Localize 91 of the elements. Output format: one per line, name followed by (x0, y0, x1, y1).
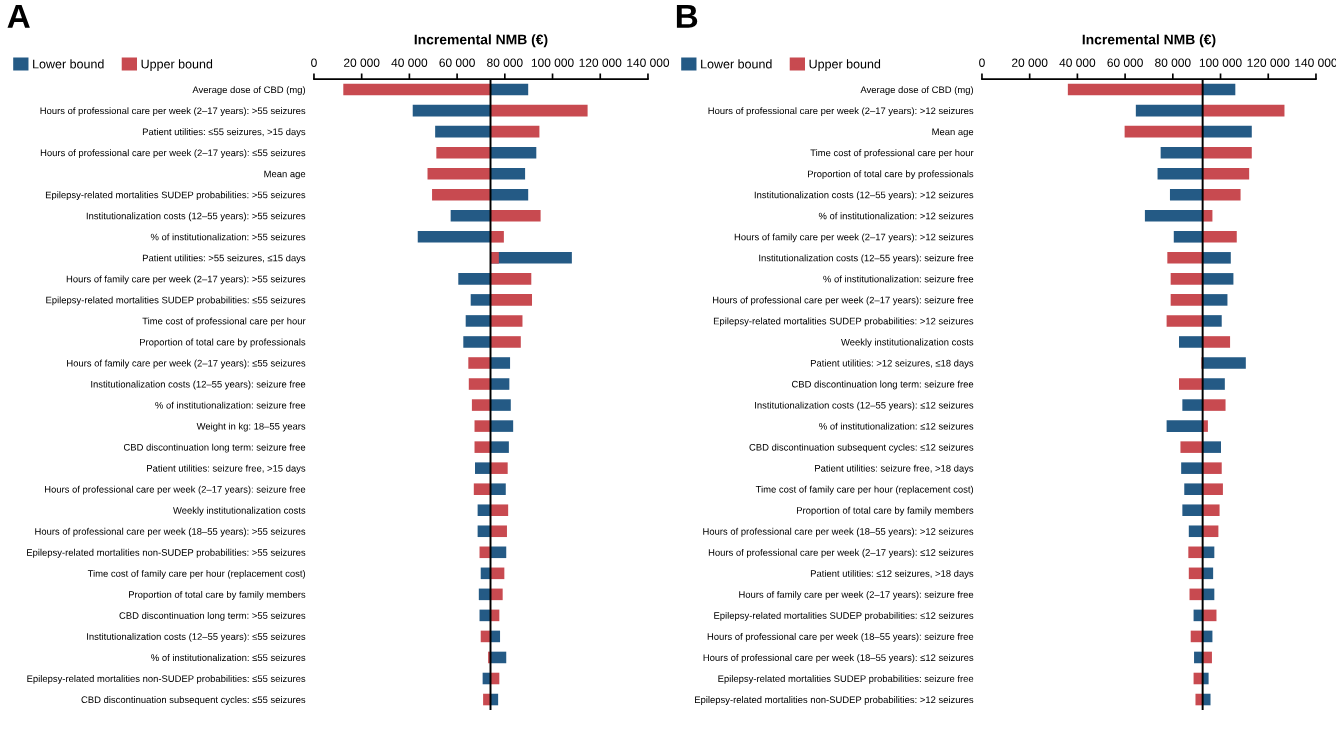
bar (458, 273, 491, 285)
bar (343, 83, 491, 96)
bar (1170, 294, 1203, 306)
bar (1144, 209, 1203, 222)
bar (1202, 462, 1222, 474)
bar (490, 588, 503, 601)
bar (490, 441, 509, 453)
bar (1202, 231, 1237, 243)
bar (1166, 420, 1203, 432)
bar (1202, 483, 1223, 495)
bar (1202, 104, 1285, 117)
bar (1135, 104, 1203, 117)
bar (432, 188, 491, 201)
bar (436, 146, 491, 159)
bar (465, 315, 491, 327)
bar (1170, 273, 1203, 285)
bar (477, 525, 491, 538)
bar (1202, 315, 1222, 327)
bar (463, 336, 491, 348)
bar (477, 504, 491, 517)
bar (1182, 399, 1203, 411)
bar (1188, 546, 1203, 559)
bar (470, 294, 491, 306)
bar (490, 167, 526, 180)
bar (475, 462, 491, 474)
bar (1202, 146, 1252, 159)
bar (1202, 357, 1246, 369)
bar (417, 231, 491, 243)
bar (1202, 83, 1236, 96)
bar (412, 104, 491, 117)
bar (1202, 273, 1234, 285)
bar (1202, 378, 1225, 390)
bar (1160, 146, 1203, 159)
bar (1202, 399, 1226, 411)
bar (490, 294, 533, 306)
bar (1067, 83, 1203, 96)
bar (1157, 167, 1203, 180)
bar (478, 588, 491, 601)
bar (1202, 125, 1252, 138)
bar (471, 399, 491, 411)
bar (490, 315, 523, 327)
bar (490, 125, 540, 138)
bar (490, 209, 541, 222)
bar (473, 483, 491, 495)
bar (1202, 167, 1250, 180)
bar (427, 167, 491, 180)
bar (1179, 378, 1203, 390)
bar (490, 546, 507, 559)
bar (1167, 252, 1203, 264)
bar (490, 399, 511, 411)
bar (1182, 504, 1203, 517)
bar (490, 231, 504, 243)
bar (1202, 336, 1231, 348)
bar (1173, 231, 1203, 243)
bar (490, 104, 588, 117)
bar (490, 83, 529, 96)
bar (490, 420, 514, 432)
bar (490, 651, 507, 664)
bar (490, 336, 521, 348)
bar (1202, 441, 1222, 453)
bar (1166, 315, 1203, 327)
bar (490, 273, 532, 285)
bar (1179, 336, 1203, 348)
bar (474, 441, 491, 453)
text: A (7, 4, 30, 28)
bar (1202, 294, 1228, 306)
bar (490, 630, 501, 643)
bar (1188, 525, 1203, 538)
bar (490, 462, 508, 474)
bar (1202, 525, 1219, 538)
bar (1180, 441, 1203, 453)
bar (490, 146, 537, 159)
bar (1181, 462, 1203, 474)
bar (1202, 252, 1231, 264)
bar (468, 357, 491, 369)
bar (490, 483, 506, 495)
bar (468, 378, 491, 390)
bar (450, 209, 491, 222)
bar (435, 125, 491, 138)
bar (1202, 504, 1220, 517)
bar (490, 188, 529, 201)
bar (474, 420, 491, 432)
bar (1124, 125, 1203, 138)
bar (490, 525, 507, 538)
bar (490, 378, 510, 390)
bar (1202, 188, 1241, 201)
bar (1169, 188, 1203, 201)
bar (490, 504, 509, 517)
bar (490, 357, 511, 369)
bar (1184, 483, 1203, 495)
text: B (676, 4, 698, 28)
